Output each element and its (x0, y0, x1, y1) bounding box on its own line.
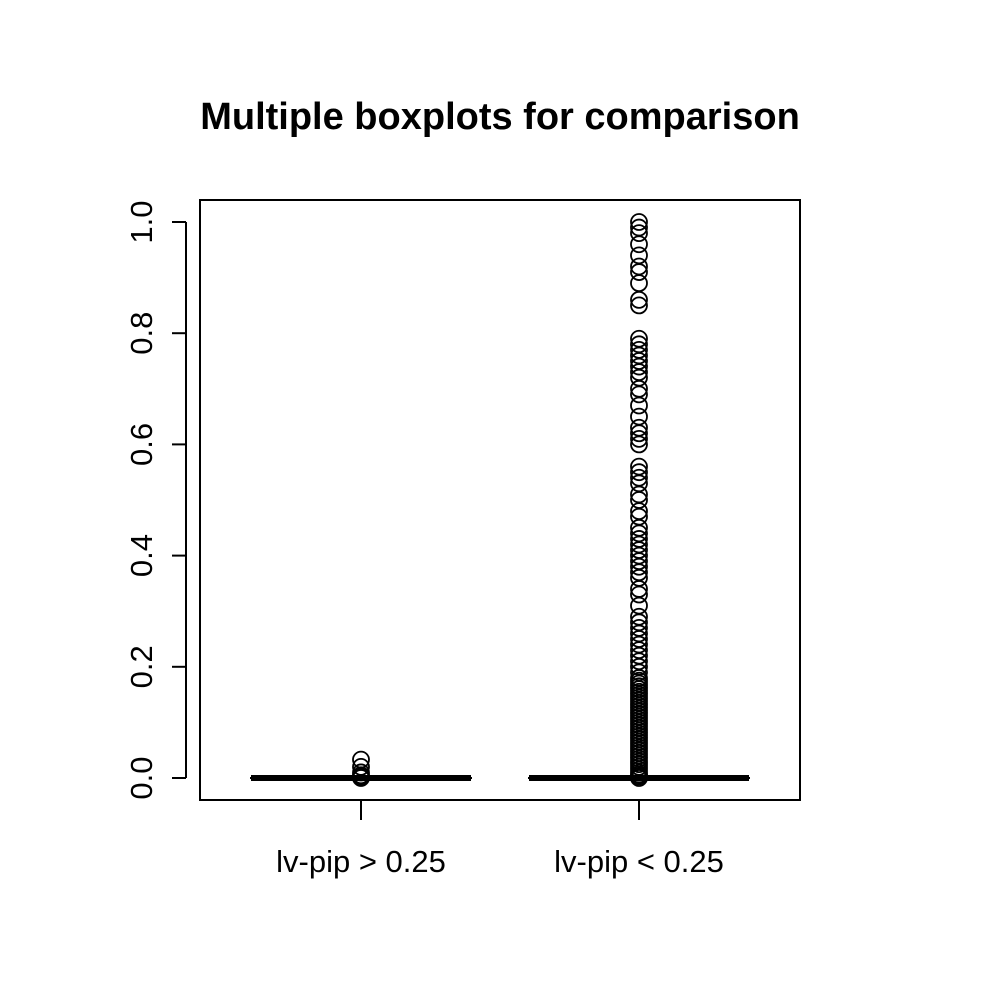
outlier-point (352, 757, 370, 776)
outlier-point (630, 224, 648, 243)
outlier-point (630, 335, 648, 354)
outlier-point (630, 607, 648, 626)
x-tick-label: lv-pip > 0.25 (276, 844, 446, 879)
y-axis: 0.0 0.2 0.4 0.6 0.8 1.0 (124, 200, 187, 800)
outlier-point (630, 418, 648, 437)
x-tick-label: lv-pip < 0.25 (554, 844, 724, 879)
y-tick-label: 1.0 (124, 200, 159, 243)
outlier-point (630, 457, 648, 476)
boxes (250, 213, 750, 787)
outlier-point (630, 213, 648, 231)
outlier-point (630, 429, 648, 448)
outlier-point (630, 340, 648, 359)
outlier-point (630, 468, 648, 487)
outlier-point (630, 246, 648, 265)
outlier-point (630, 530, 648, 548)
outlier-point (630, 257, 648, 276)
y-tick-label: 0.4 (124, 534, 159, 577)
outlier-point (630, 329, 648, 348)
outlier-point (630, 218, 648, 237)
y-tick-label: 0.2 (124, 645, 159, 688)
outlier-point (630, 463, 648, 482)
y-tick-label: 0.0 (124, 756, 159, 799)
y-tick-label: 0.6 (124, 423, 159, 466)
x-axis: lv-pip > 0.25 lv-pip < 0.25 (276, 800, 724, 879)
outlier-point (352, 750, 370, 769)
outlier-point (630, 296, 648, 315)
y-tick-label: 0.8 (124, 312, 159, 355)
outlier-point (630, 407, 648, 426)
plot-frame (199, 199, 801, 801)
chart-title: Multiple boxplots for comparison (200, 96, 800, 138)
outlier-point (352, 763, 370, 782)
outlier-point (630, 618, 648, 637)
